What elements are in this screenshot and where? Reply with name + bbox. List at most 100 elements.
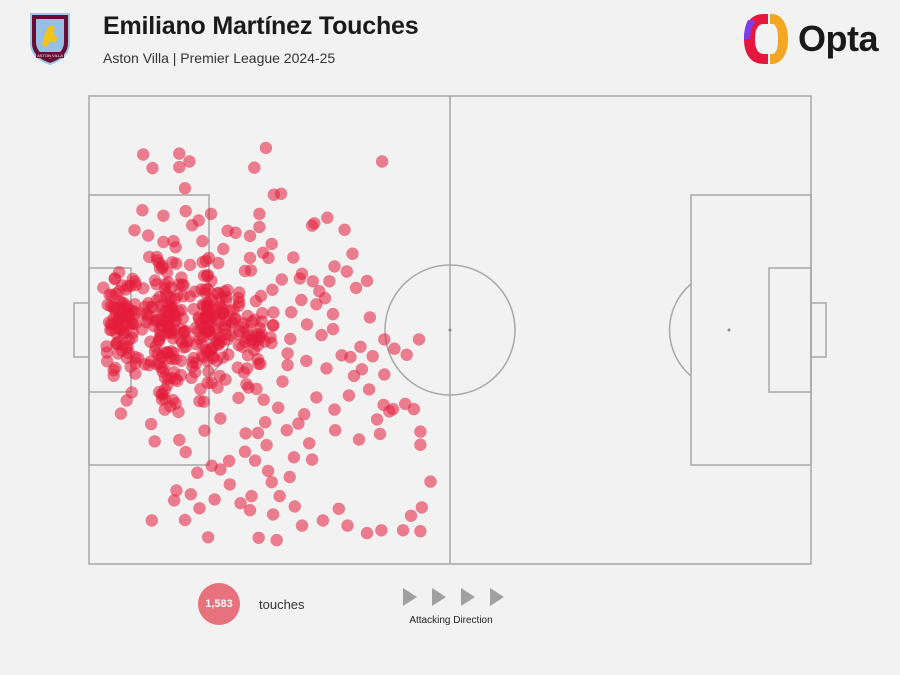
touch-point bbox=[199, 254, 213, 267]
touch-point bbox=[251, 426, 265, 440]
touch-point bbox=[151, 254, 164, 267]
touch-point bbox=[249, 295, 263, 308]
touch-point bbox=[136, 204, 149, 217]
touch-point bbox=[157, 235, 170, 249]
touch-point bbox=[157, 209, 170, 222]
touch-point bbox=[266, 283, 279, 296]
touch-point bbox=[292, 417, 305, 430]
touch-point bbox=[174, 368, 188, 382]
touch-point bbox=[414, 438, 427, 451]
touch-point bbox=[248, 454, 262, 467]
touch-point bbox=[159, 278, 172, 291]
touch-point bbox=[262, 251, 275, 265]
touch-point bbox=[195, 348, 209, 362]
touch-point bbox=[284, 332, 297, 346]
right-goal bbox=[810, 302, 827, 358]
right-penalty-arc bbox=[668, 283, 692, 377]
touch-point bbox=[159, 346, 172, 360]
touch-point bbox=[298, 408, 311, 421]
touch-point bbox=[144, 417, 158, 431]
touch-point bbox=[415, 501, 428, 514]
touch-point bbox=[105, 323, 119, 336]
touch-point bbox=[244, 333, 258, 347]
touch-point bbox=[253, 322, 266, 335]
touch-point bbox=[178, 325, 191, 339]
touch-point bbox=[407, 402, 421, 416]
touch-point bbox=[253, 220, 266, 234]
touch-point bbox=[128, 224, 141, 237]
touch-point bbox=[287, 451, 301, 464]
touch-point bbox=[310, 298, 323, 311]
touch-point bbox=[332, 502, 345, 515]
touch-count-label: touches bbox=[259, 597, 305, 612]
touch-point bbox=[287, 251, 300, 264]
touch-point bbox=[191, 466, 204, 479]
touch-point bbox=[272, 401, 285, 414]
touch-point bbox=[378, 368, 391, 381]
touch-point bbox=[318, 292, 332, 305]
centre-circle bbox=[384, 264, 516, 396]
touch-point bbox=[373, 427, 387, 441]
touch-point bbox=[266, 508, 280, 521]
touch-point bbox=[222, 454, 236, 468]
touch-point bbox=[275, 273, 288, 286]
touch-point bbox=[264, 331, 277, 344]
touch-point bbox=[222, 348, 235, 361]
touch-point bbox=[219, 294, 233, 307]
touch-point bbox=[101, 355, 114, 368]
right-six-yard-box bbox=[768, 267, 812, 393]
touch-point bbox=[315, 328, 328, 342]
touch-point bbox=[178, 182, 192, 195]
play-arrow-icon bbox=[403, 588, 417, 606]
touch-point bbox=[375, 155, 389, 168]
touch-point bbox=[281, 358, 294, 372]
touch-point bbox=[173, 160, 186, 174]
play-arrow-icon bbox=[461, 588, 475, 606]
touch-point bbox=[306, 275, 319, 288]
attacking-direction-label: Attacking Direction bbox=[409, 615, 493, 626]
touch-point bbox=[360, 526, 374, 540]
left-goal bbox=[73, 302, 90, 358]
touch-point bbox=[362, 383, 376, 396]
touch-point bbox=[176, 278, 189, 291]
touch-point bbox=[293, 272, 306, 285]
touch-point bbox=[202, 365, 215, 378]
touch-point bbox=[209, 322, 223, 336]
aston-villa-crest-icon: ASTON VILLA bbox=[30, 13, 70, 65]
touch-point bbox=[305, 219, 319, 232]
touch-point bbox=[280, 424, 293, 437]
touch-point bbox=[193, 502, 206, 515]
touch-point bbox=[217, 242, 230, 256]
touch-point bbox=[190, 337, 203, 351]
touch-point bbox=[180, 335, 193, 348]
play-arrow-icon bbox=[432, 588, 446, 606]
touch-point bbox=[231, 361, 244, 374]
touch-point bbox=[295, 519, 309, 532]
touch-point bbox=[142, 229, 155, 242]
right-penalty-area bbox=[690, 194, 812, 466]
touch-point bbox=[159, 315, 172, 328]
touch-count-badge: 1,583 bbox=[198, 583, 240, 625]
touch-point bbox=[216, 307, 229, 320]
touch-point bbox=[370, 413, 384, 426]
touch-point bbox=[194, 383, 207, 396]
touch-point bbox=[212, 256, 225, 270]
touch-point bbox=[226, 316, 239, 329]
touch-point bbox=[183, 155, 196, 168]
touch-point bbox=[223, 478, 236, 491]
touch-point bbox=[404, 509, 418, 522]
touch-point bbox=[188, 285, 202, 298]
touch-point bbox=[204, 207, 218, 221]
touch-point bbox=[276, 375, 289, 388]
touch-point bbox=[201, 531, 215, 544]
touch-point bbox=[196, 234, 209, 248]
touch-point bbox=[300, 354, 313, 368]
touch-point bbox=[184, 488, 197, 501]
touch-point bbox=[199, 308, 213, 321]
touch-point bbox=[300, 318, 314, 331]
touch-point bbox=[281, 347, 294, 360]
touch-point bbox=[116, 323, 130, 337]
play-arrow-icon bbox=[490, 588, 504, 606]
touch-point bbox=[213, 369, 226, 383]
page-subtitle: Aston Villa | Premier League 2024-25 bbox=[103, 50, 336, 66]
